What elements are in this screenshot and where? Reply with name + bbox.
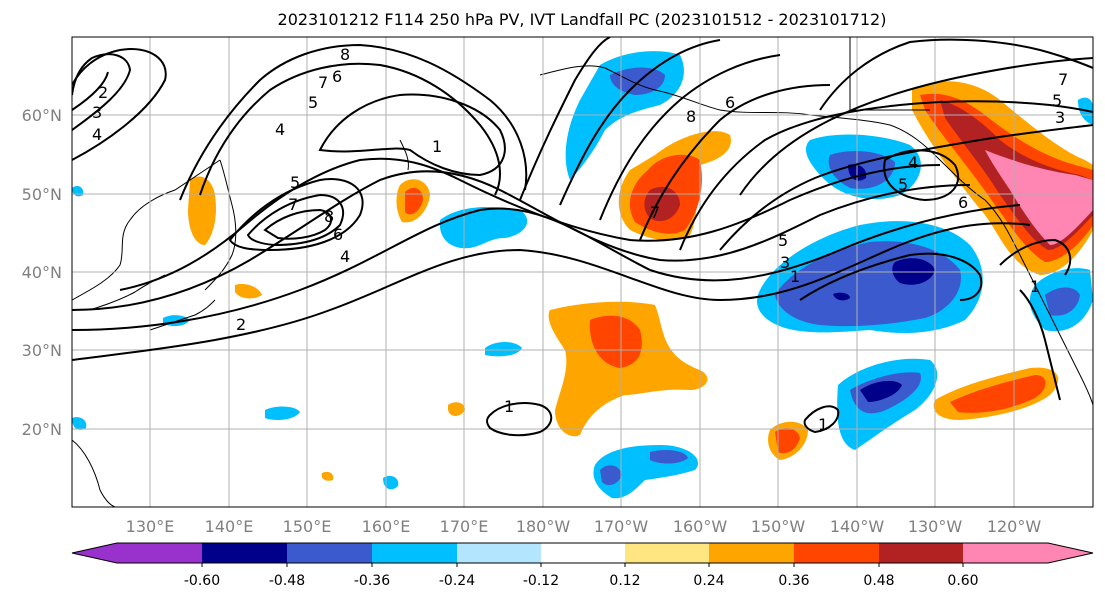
colorbar-tick-label: -0.36	[354, 573, 390, 589]
colorbar-tick-label: -0.24	[439, 573, 475, 589]
contour-label: 4	[340, 247, 350, 266]
contour-label: 7	[1058, 70, 1068, 89]
contour-label: 5	[290, 173, 300, 192]
pv-contours	[72, 37, 1093, 437]
lat-label: 40°N	[22, 263, 62, 282]
contour-label: 5	[778, 231, 788, 250]
contour-label: 8	[324, 207, 334, 226]
contour-label: 3	[92, 103, 102, 122]
contour-label: 3	[1055, 108, 1065, 127]
colorbar-tick-label: -0.12	[523, 573, 559, 589]
contour-label: 4	[92, 125, 102, 144]
contour-label: 8	[340, 45, 350, 64]
map-frame	[71, 36, 1094, 508]
colorbar: -0.60 -0.48 -0.36 -0.24 -0.12 0.12 0.24 …	[71, 542, 1094, 589]
colorbar-extend-low	[72, 543, 117, 563]
longitude-labels: 130°E 140°E 150°E 160°E 170°E 180°W 170°…	[126, 517, 1042, 536]
lat-label: 30°N	[22, 341, 62, 360]
contour-label: 5	[898, 175, 908, 194]
contour-label: 3	[780, 253, 790, 272]
colorbar-tick-label: -0.48	[269, 573, 305, 589]
contour-label: 1	[1030, 277, 1040, 296]
lon-label: 140°W	[830, 517, 885, 536]
colorbar-segment	[202, 543, 287, 563]
colorbar-segment	[709, 543, 794, 563]
latitude-labels: 60°N 50°N 40°N 30°N 20°N	[22, 106, 62, 439]
lon-label: 140°E	[205, 517, 254, 536]
colorbar-segment	[963, 543, 1048, 563]
colorbar-tick-label: 0.60	[947, 573, 978, 589]
colorbar-segment	[287, 543, 372, 563]
contour-label: 4	[908, 153, 918, 172]
colorbar-segment	[117, 543, 202, 563]
colorbar-segment	[372, 543, 457, 563]
lon-label: 160°W	[673, 517, 728, 536]
lat-label: 60°N	[22, 106, 62, 125]
colorbar-tick-label: 0.36	[778, 573, 809, 589]
contour-label: 6	[333, 225, 343, 244]
colorbar-tick-label: 0.48	[863, 573, 894, 589]
contour-label: 5	[308, 93, 318, 112]
colorbar-tick-label: 0.24	[693, 573, 724, 589]
lon-label: 130°W	[908, 517, 963, 536]
colorbar-segment	[879, 543, 963, 563]
contour-label: 6	[332, 67, 342, 86]
contour-label: 7	[318, 73, 328, 92]
contour-label: 1	[432, 137, 442, 156]
lat-label: 20°N	[22, 420, 62, 439]
lon-label: 150°W	[751, 517, 806, 536]
contour-label: 1	[790, 267, 800, 286]
contour-label: 1	[504, 397, 514, 416]
colorbar-segment	[794, 543, 879, 563]
contour-label: 2	[236, 315, 246, 334]
contour-label: 6	[958, 193, 968, 212]
lon-label: 180°W	[516, 517, 571, 536]
contour-label: 7	[650, 203, 660, 222]
colorbar-outline	[71, 542, 1094, 564]
figure-title: 2023101212 F114 250 hPa PV, IVT Landfall…	[278, 10, 887, 29]
lat-label: 50°N	[22, 185, 62, 204]
lon-label: 170°W	[594, 517, 649, 536]
contour-label: 4	[275, 120, 285, 139]
lon-label: 160°E	[362, 517, 411, 536]
contour-label: 6	[725, 93, 735, 112]
contour-label: 5	[1052, 91, 1062, 110]
lon-label: 120°W	[987, 517, 1042, 536]
contour-label: 7	[288, 195, 298, 214]
colorbar-ticks	[201, 563, 964, 567]
contour-label: 1	[818, 415, 828, 434]
lon-label: 130°E	[126, 517, 175, 536]
lon-label: 170°E	[440, 517, 489, 536]
lon-label: 150°E	[283, 517, 332, 536]
colorbar-tick-label: -0.60	[184, 573, 220, 589]
contour-label: 2	[98, 83, 108, 102]
colorbar-extend-high	[1048, 543, 1093, 563]
colorbar-segment	[457, 543, 541, 563]
colorbar-segment	[541, 543, 625, 563]
colorbar-segment	[625, 543, 709, 563]
colorbar-tick-label: 0.12	[609, 573, 640, 589]
contour-labels: 2 3 4 8 6 7 5 4 1 5 7 8 6 4 2 8 6 7 5 3	[92, 45, 1068, 434]
contour-label: 8	[686, 107, 696, 126]
map-panel: 2 3 4 8 6 7 5 4 1 5 7 8 6 4 2 8 6 7 5 3	[71, 36, 1094, 508]
